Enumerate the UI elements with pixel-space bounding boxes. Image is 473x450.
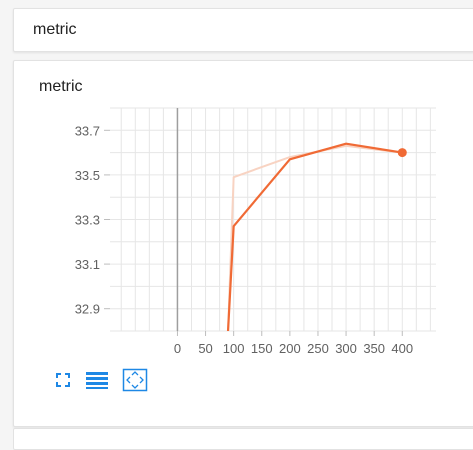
x-tick-label: 350 bbox=[363, 341, 385, 356]
fit-domain-button[interactable] bbox=[122, 367, 148, 393]
header-title: metric bbox=[33, 21, 77, 38]
series-line-smoothed bbox=[226, 142, 403, 332]
y-tick-label: 32.9 bbox=[75, 302, 100, 317]
fit-domain-icon bbox=[122, 368, 148, 392]
x-tick-label: 50 bbox=[198, 341, 212, 356]
run-header-card[interactable]: metric bbox=[13, 8, 473, 52]
chart-card: metric 32.9 33.1 33.3 33.5 33.7 0 50 100 150 200 2… bbox=[13, 60, 473, 427]
data-point bbox=[397, 148, 407, 158]
chart-title: metric bbox=[39, 78, 83, 95]
series-line-raw bbox=[227, 144, 403, 332]
next-card bbox=[13, 428, 473, 450]
line-chart[interactable]: 32.9 33.1 33.3 33.5 33.7 0 50 100 150 200 250 300 35… bbox=[14, 61, 473, 366]
y-tick-label: 33.1 bbox=[75, 257, 100, 272]
x-tick-label: 400 bbox=[391, 341, 413, 356]
y-tick-label: 33.3 bbox=[75, 213, 100, 228]
x-tick-label: 250 bbox=[307, 341, 329, 356]
y-tick-label: 33.7 bbox=[75, 123, 100, 138]
x-tick-label: 100 bbox=[223, 341, 245, 356]
data-table-button[interactable] bbox=[84, 367, 110, 393]
data-table-icon bbox=[86, 372, 108, 389]
x-tick-label: 300 bbox=[335, 341, 357, 356]
x-tick-label: 150 bbox=[251, 341, 273, 356]
x-tick-label: 200 bbox=[279, 341, 301, 356]
x-tick-label: 0 bbox=[174, 341, 181, 356]
fullscreen-icon bbox=[56, 373, 70, 387]
y-tick-label: 33.5 bbox=[75, 168, 100, 183]
fullscreen-button[interactable] bbox=[50, 367, 76, 393]
